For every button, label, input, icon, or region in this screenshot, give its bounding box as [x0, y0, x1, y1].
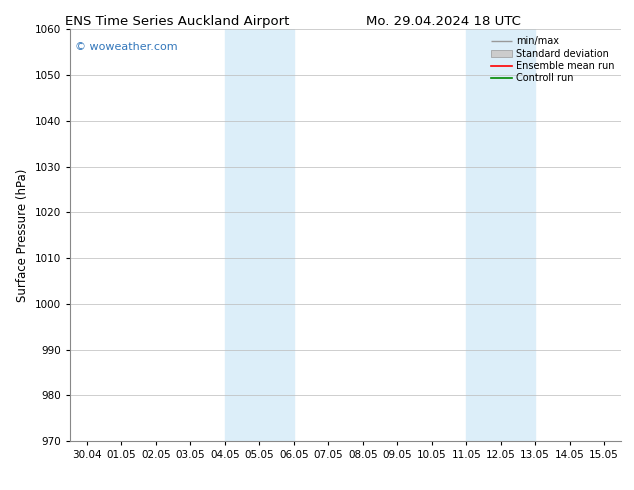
Text: Mo. 29.04.2024 18 UTC: Mo. 29.04.2024 18 UTC	[366, 15, 521, 28]
Legend: min/max, Standard deviation, Ensemble mean run, Controll run: min/max, Standard deviation, Ensemble me…	[489, 34, 616, 85]
Bar	[225, 29, 294, 441]
Text: © woweather.com: © woweather.com	[75, 42, 178, 52]
Y-axis label: Surface Pressure (hPa): Surface Pressure (hPa)	[16, 169, 29, 302]
Text: ENS Time Series Auckland Airport: ENS Time Series Auckland Airport	[65, 15, 290, 28]
Bar	[466, 29, 535, 441]
